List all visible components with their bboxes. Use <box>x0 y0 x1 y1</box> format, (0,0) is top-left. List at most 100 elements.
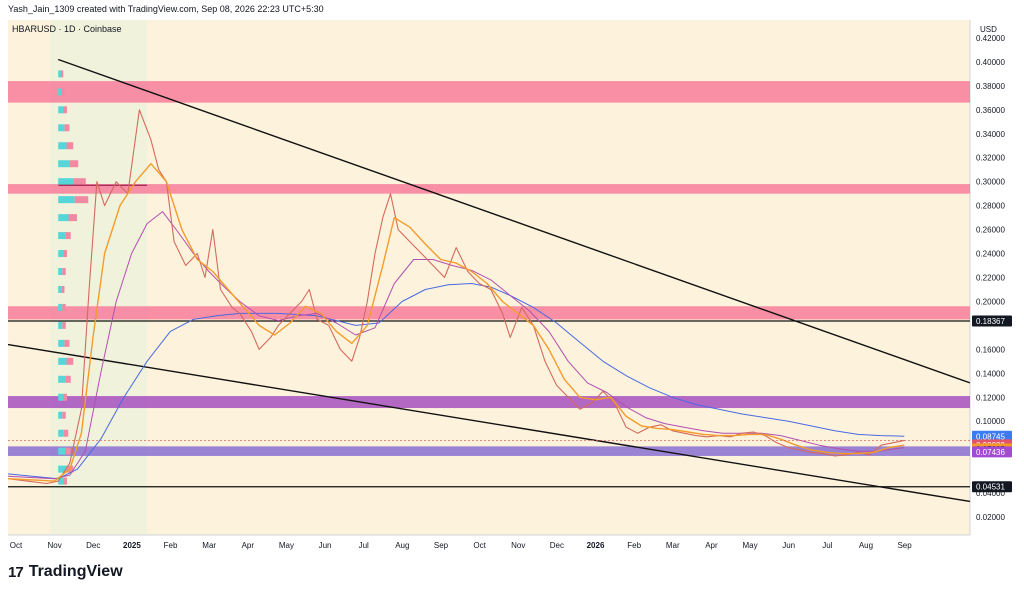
y-tick-label-15: 0.10000 <box>976 417 1005 426</box>
volume-profile-bar-sell-9 <box>65 232 71 240</box>
volume-profile-bar-sell-6 <box>73 178 86 186</box>
y-tick-label-12: 0.16000 <box>976 345 1005 354</box>
volume-profile-bar-sell-4 <box>66 142 74 150</box>
zone-1 <box>8 184 970 194</box>
x-tick-label-19: May <box>742 541 757 550</box>
volume-profile-bar-sell-17 <box>65 375 71 383</box>
zone-0 <box>8 81 970 103</box>
x-tick-label-9: Jul <box>359 541 369 550</box>
tradingview-mark-icon: 17 <box>8 563 24 581</box>
volume-profile-bar-sell-0 <box>60 70 64 78</box>
trendline-0 <box>57 58 971 384</box>
volume-profile-bar-sell-7 <box>74 196 89 204</box>
x-tick-label-5: Mar <box>202 541 216 550</box>
y-tick-label-5: 0.32000 <box>976 154 1005 163</box>
price-badge-1 <box>972 430 1012 442</box>
x-tick-label-2: Dec <box>86 541 100 550</box>
volume-profile-bar-12 <box>58 285 62 293</box>
y-tick-label-4: 0.34000 <box>976 130 1005 139</box>
x-tick-label-20: Jun <box>782 541 795 550</box>
volume-profile-bar-13 <box>58 303 63 311</box>
y-tick-label-8: 0.26000 <box>976 226 1005 235</box>
volume-profile-bar-20 <box>58 429 64 437</box>
price-badge-5 <box>972 481 1012 493</box>
y-tick-label-16: 0.04000 <box>976 489 1005 498</box>
volume-profile-bar-8 <box>58 214 69 222</box>
volume-profile-bar-sell-13 <box>62 303 66 311</box>
y-tick-label-6: 0.30000 <box>976 178 1005 187</box>
volume-profile-bar-6 <box>58 178 74 186</box>
y-tick-label-0: 0.42000 <box>976 34 1005 43</box>
zone-4 <box>8 446 970 456</box>
volume-profile-bar-9 <box>58 232 66 240</box>
volume-profile-bar-10 <box>58 250 64 258</box>
volume-profile-bar-17 <box>58 375 66 383</box>
x-tick-label-22: Aug <box>859 541 873 550</box>
x-tick-label-0: Oct <box>10 541 23 550</box>
x-tick-label-23: Sep <box>897 541 912 550</box>
price-badge-label-5: 0.04531 <box>976 483 1005 492</box>
volume-profile-bar-5 <box>58 160 70 168</box>
x-tick-label-4: Feb <box>164 541 178 550</box>
x-tick-label-21: Jul <box>822 541 832 550</box>
zone-2 <box>8 306 970 320</box>
volume-profile-bar-7 <box>58 196 75 204</box>
price-badge-label-4: 0.07436 <box>976 448 1005 457</box>
tradingview-wordmark: TradingView <box>28 563 123 580</box>
volume-profile-bar-sell-2 <box>63 106 67 114</box>
y-tick-label-9: 0.24000 <box>976 250 1005 259</box>
ema-fast-line <box>7 162 905 482</box>
volume-profile-bar-sell-23 <box>63 477 67 485</box>
volume-profile-bar-23 <box>58 477 64 485</box>
x-tick-label-15: 2026 <box>587 541 605 550</box>
volume-profile-bar-16 <box>58 357 67 365</box>
y-tick-label-17: 0.02000 <box>976 513 1005 522</box>
x-tick-label-14: Dec <box>550 541 564 550</box>
volume-profile-bar-14 <box>58 321 63 329</box>
y-tick-label-14: 0.12000 <box>976 393 1005 402</box>
y-tick-label-7: 0.28000 <box>976 202 1005 211</box>
zone-3 <box>8 396 970 409</box>
volume-profile-bar-2 <box>58 106 64 114</box>
price-badge-0 <box>972 315 1012 327</box>
price-badge-label-0: 0.18367 <box>976 317 1005 326</box>
price-badge-label-1: 0.08745 <box>976 432 1005 441</box>
volume-profile-bar-sell-21 <box>65 447 71 455</box>
volume-profile-bar-18 <box>58 393 64 401</box>
volume-profile-bar-sell-1 <box>61 88 65 96</box>
volume-profile-bar-11 <box>58 268 63 276</box>
symbol-line: HBARUSD · 1D · Coinbase <box>12 24 122 34</box>
x-tick-label-16: Feb <box>627 541 641 550</box>
volume-profile-bar-sell-18 <box>63 393 67 401</box>
volume-profile-bar-sell-16 <box>66 357 74 365</box>
volume-profile-bar-22 <box>58 465 67 473</box>
x-tick-label-3: 2025 <box>123 541 141 550</box>
x-tick-label-6: Apr <box>242 541 255 550</box>
volume-profile-bar-1 <box>58 88 62 96</box>
y-tick-label-1: 0.40000 <box>976 58 1005 67</box>
volume-profile-bar-sell-8 <box>68 214 77 222</box>
x-tick-label-17: Mar <box>666 541 680 550</box>
volume-profile-bar-sell-20 <box>63 429 69 437</box>
volume-profile-bar-21 <box>58 447 66 455</box>
x-tick-label-7: May <box>279 541 294 550</box>
volume-profile-bar-sell-14 <box>62 321 66 329</box>
volume-profile-bar-sell-12 <box>61 285 65 293</box>
x-tick-label-11: Sep <box>434 541 449 550</box>
y-tick-label-11: 0.20000 <box>976 297 1005 306</box>
volume-profile-bar-sell-15 <box>64 339 70 347</box>
trendline-1 <box>7 343 971 503</box>
volume-profile-bar-sell-5 <box>69 160 79 168</box>
volume-profile-bar-0 <box>58 70 61 78</box>
x-tick-label-18: Apr <box>705 541 718 550</box>
x-tick-label-8: Jun <box>319 541 332 550</box>
price-badge-4 <box>972 446 1012 458</box>
currency-label: USD <box>980 25 997 34</box>
x-tick-label-13: Nov <box>511 541 525 550</box>
x-tick-label-10: Aug <box>395 541 409 550</box>
volume-profile-bar-4 <box>58 142 67 150</box>
tradingview-logo[interactable]: 17 TradingView <box>8 563 123 581</box>
volume-profile-bar-15 <box>58 339 65 347</box>
y-tick-label-10: 0.22000 <box>976 274 1005 283</box>
